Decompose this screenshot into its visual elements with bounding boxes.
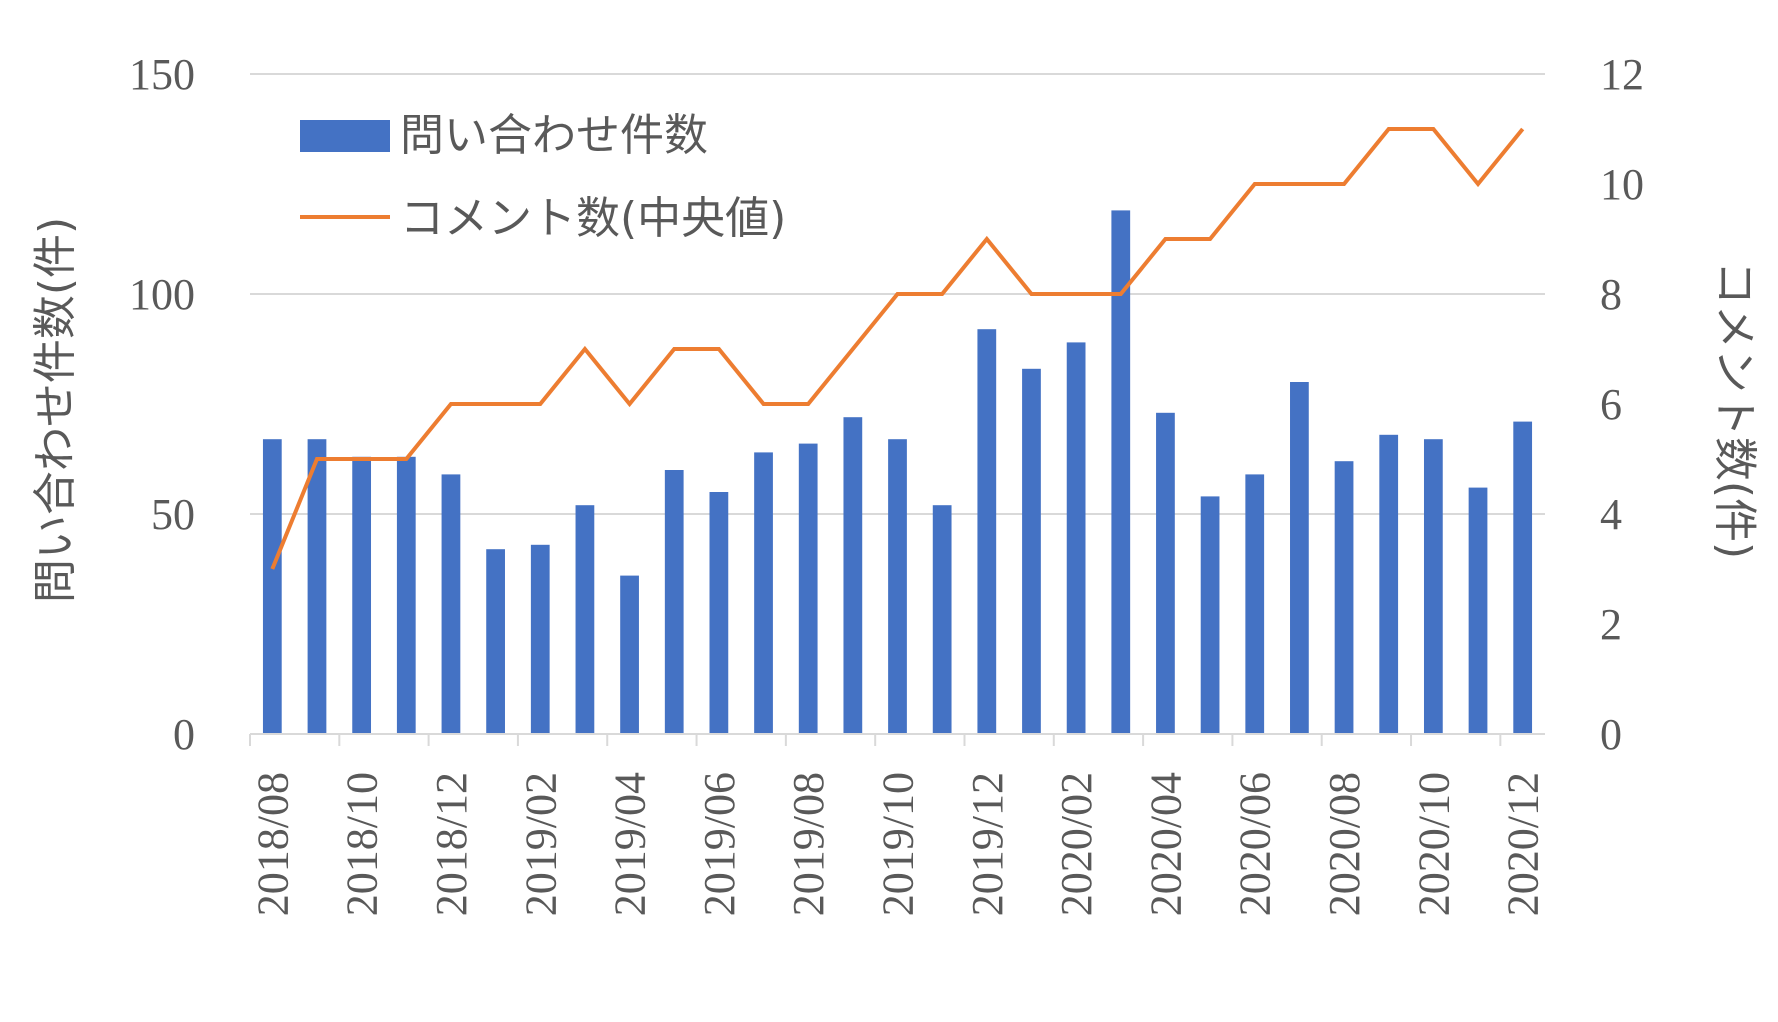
bar-2020/10: [1423, 439, 1443, 734]
bar-2019/02: [530, 544, 550, 734]
x-tick-label: 2020/10: [1409, 772, 1458, 916]
bar-2019/11: [932, 505, 952, 734]
bar-2019/05: [664, 470, 684, 734]
legend: 問い合わせ件数 コメント数(中央値): [300, 110, 786, 244]
x-tick-label: 2020/04: [1141, 772, 1190, 916]
bar-2018/10: [352, 456, 372, 734]
bar-2018/11: [396, 456, 416, 734]
y-right-tick-label: 2: [1600, 600, 1622, 649]
bar-2019/10: [888, 439, 907, 734]
y-right-tick-label: 10: [1600, 160, 1644, 209]
y-left-tick-label: 50: [151, 490, 195, 539]
x-tick-label: 2020/06: [1231, 772, 1280, 916]
legend-label-line: コメント数(中央値): [400, 193, 786, 244]
x-tick-label: 2019/02: [516, 772, 565, 916]
bar-2019/01: [486, 549, 505, 734]
bar-2018/08: [262, 439, 282, 734]
legend-swatch-bar: [300, 120, 390, 152]
y-right-tick-label: 0: [1600, 710, 1622, 759]
y-axis-left: 0 50 100 150: [129, 50, 195, 759]
bar-2020/09: [1379, 434, 1399, 734]
x-tick-label: 2018/08: [248, 772, 297, 916]
x-tick-label: 2019/04: [606, 772, 655, 916]
y-axis-right-title: コメント数(件): [1709, 261, 1760, 559]
x-axis: 2018/08 2018/10 2018/12 2019/02 2019/04 2019/…: [248, 733, 1548, 916]
x-tick-label: 2019/10: [874, 772, 923, 916]
bar-2019/04: [620, 575, 639, 734]
bar-series: [262, 210, 1533, 734]
bar-2019/12: [977, 329, 997, 734]
x-tick-label: 2018/12: [427, 772, 476, 916]
bar-2020/04: [1156, 412, 1175, 734]
bar-2020/11: [1468, 487, 1488, 734]
bar-2020/07: [1290, 382, 1309, 734]
legend-label-bar: 問い合わせ件数: [400, 110, 708, 161]
y-right-tick-label: 8: [1600, 270, 1622, 319]
bar-2019/06: [709, 492, 729, 734]
line-series: [270, 127, 1525, 570]
bar-2020/05: [1200, 496, 1220, 734]
y-left-tick-label: 0: [173, 710, 195, 759]
bar-2019/07: [754, 452, 773, 734]
bar-2020/12: [1513, 421, 1533, 734]
y-axis-right: 0 2 4 6 8 10 12: [1600, 50, 1644, 759]
bar-2019/09: [843, 417, 863, 734]
x-tick-label: 2019/06: [695, 772, 744, 916]
y-right-tick-label: 4: [1600, 490, 1622, 539]
y-left-tick-label: 150: [129, 50, 195, 99]
bar-2020/03: [1111, 210, 1131, 734]
bar-2020/08: [1334, 461, 1354, 734]
y-axis-left-title: 問い合わせ件数(件): [30, 217, 81, 603]
bar-2018/09: [307, 439, 327, 734]
bar-2018/12: [441, 474, 461, 734]
x-tick-label: 2020/12: [1499, 772, 1548, 916]
y-right-tick-label: 6: [1600, 380, 1622, 429]
x-tick-label: 2020/02: [1052, 772, 1101, 916]
bar-2020/06: [1245, 474, 1265, 734]
bar-2019/03: [575, 505, 595, 734]
y-right-tick-label: 12: [1600, 50, 1644, 99]
x-tick-label: 2018/10: [338, 772, 387, 916]
x-tick-label: 2019/08: [784, 772, 833, 916]
x-tick-label: 2019/12: [963, 772, 1012, 916]
x-tick-label: 2020/08: [1320, 772, 1369, 916]
bar-2020/01: [1022, 368, 1041, 734]
bar-2019/08: [798, 443, 818, 734]
y-left-tick-label: 100: [129, 270, 195, 319]
bar-2020/02: [1066, 342, 1086, 734]
